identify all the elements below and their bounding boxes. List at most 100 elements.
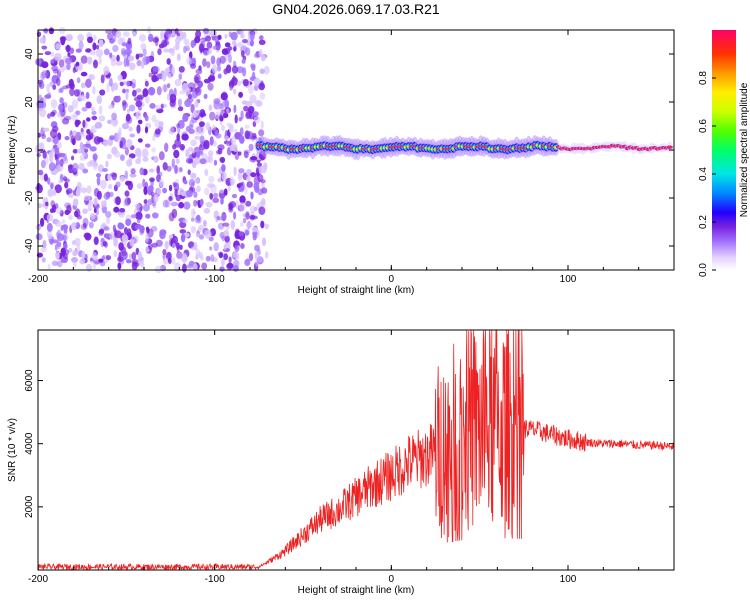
noise-point xyxy=(236,66,244,74)
noise-point xyxy=(234,114,238,124)
noise-point xyxy=(67,105,74,113)
noise-point xyxy=(200,113,204,118)
noise-point xyxy=(218,252,223,259)
noise-point xyxy=(170,201,179,207)
noise-point xyxy=(79,141,84,151)
noise-point xyxy=(171,257,176,265)
snr-frame xyxy=(37,329,675,571)
noise-point xyxy=(194,101,199,108)
noise-point xyxy=(186,97,194,103)
noise-point xyxy=(72,162,79,173)
noise-point xyxy=(176,32,180,37)
noise-point xyxy=(38,81,43,88)
noise-point xyxy=(164,240,169,250)
noise-point xyxy=(110,172,117,177)
noise-point xyxy=(182,263,187,273)
noise-point xyxy=(142,48,147,57)
noise-point xyxy=(186,56,192,65)
noise-point xyxy=(98,55,102,65)
noise-point xyxy=(37,169,44,176)
spectrogram-x-ticks: -200 -100 0 100 xyxy=(28,30,675,285)
noise-point xyxy=(245,222,253,229)
noise-point xyxy=(148,243,153,250)
noise-point xyxy=(223,229,229,237)
noise-point xyxy=(190,226,196,234)
noise-point xyxy=(245,110,252,118)
noise-point xyxy=(232,252,240,259)
noise-point xyxy=(229,85,233,91)
noise-point xyxy=(50,148,55,153)
noise-point xyxy=(87,36,93,44)
noise-point xyxy=(48,162,56,172)
noise-point xyxy=(119,208,126,213)
noise-point xyxy=(46,213,54,222)
noise-point xyxy=(233,211,237,220)
noise-point xyxy=(130,214,137,219)
noise-point xyxy=(76,215,83,220)
noise-point xyxy=(135,211,143,221)
noise-point xyxy=(239,195,246,204)
noise-point xyxy=(176,242,180,250)
noise-point xyxy=(149,168,155,173)
noise-point xyxy=(209,111,216,121)
noise-point xyxy=(193,199,198,207)
noise-point xyxy=(100,200,106,208)
noise-point xyxy=(85,134,92,141)
noise-point xyxy=(142,156,149,162)
noise-point xyxy=(118,251,122,262)
y-tick-label: 6000 xyxy=(24,369,35,392)
noise-point xyxy=(47,92,52,98)
noise-point xyxy=(142,203,150,212)
noise-point xyxy=(102,168,108,172)
noise-point xyxy=(56,241,62,248)
noise-point xyxy=(148,33,154,43)
noise-point xyxy=(162,257,169,265)
noise-point xyxy=(91,110,97,116)
noise-point xyxy=(50,129,58,139)
noise-point xyxy=(223,253,229,261)
noise-point xyxy=(64,136,70,141)
noise-point xyxy=(79,94,87,102)
noise-point xyxy=(179,229,187,234)
noise-point xyxy=(239,127,244,136)
noise-point xyxy=(88,221,94,229)
y-tick-label: -40 xyxy=(24,238,35,253)
noise-point xyxy=(195,68,203,75)
noise-point xyxy=(82,208,88,214)
noise-point xyxy=(213,242,219,252)
noise-point xyxy=(75,48,82,53)
noise-point xyxy=(248,253,254,262)
noise-point xyxy=(52,189,57,197)
noise-point xyxy=(60,247,66,257)
noise-point xyxy=(77,148,83,154)
noise-point xyxy=(98,39,104,48)
noise-point xyxy=(151,147,156,153)
noise-point xyxy=(41,101,47,109)
noise-point xyxy=(213,140,217,147)
noise-point xyxy=(76,77,81,84)
noise-point xyxy=(221,171,227,182)
noise-point xyxy=(160,103,164,110)
noise-point xyxy=(220,92,228,101)
noise-point xyxy=(143,199,148,205)
noise-point xyxy=(113,250,118,258)
spectrogram-ylabel: Frequency (Hz) xyxy=(7,116,18,185)
snr-ylabel: SNR (10 * v/v) xyxy=(7,418,18,482)
x-tick-label: 100 xyxy=(560,274,577,285)
noise-point xyxy=(214,130,219,136)
noise-point xyxy=(82,168,89,174)
noise-point xyxy=(224,99,230,109)
noise-point xyxy=(230,31,238,41)
noise-point xyxy=(180,190,188,197)
noise-point xyxy=(166,165,172,172)
noise-point xyxy=(35,225,42,230)
noise-point xyxy=(124,197,131,206)
noise-point xyxy=(39,37,46,44)
noise-point xyxy=(75,65,82,71)
noise-point xyxy=(186,264,194,269)
noise-point xyxy=(136,59,142,67)
noise-point xyxy=(181,82,189,93)
noise-point xyxy=(123,227,128,235)
noise-point xyxy=(152,66,159,73)
